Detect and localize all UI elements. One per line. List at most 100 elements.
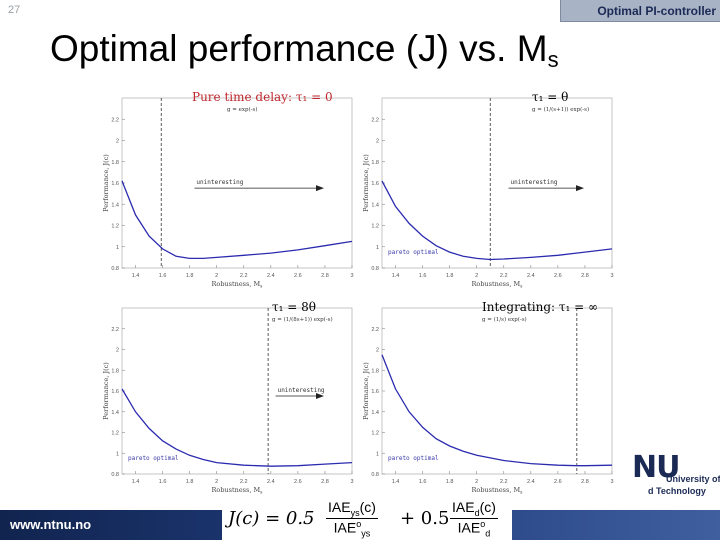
series-line-1 [381,180,613,261]
y-axis-label: Performance, J(c) [362,154,370,212]
x-tick-label: 2.8 [581,273,589,279]
panel-title: τ₁ = 8θ [272,300,316,314]
x-tick-label: 2.6 [294,479,302,485]
f2-num-arg: (c) [479,499,496,515]
x-tick-label: 2.4 [267,273,275,279]
cost-formula: J(c) = 0.5 IAEys(c) IAEoys + 0.5 IAEd(c)… [222,496,512,540]
y-tick-label: 2.2 [111,327,119,333]
panel-subtitle: g = (1/(8s+1)) exp(-s) [272,316,333,323]
y-axis-label: Performance, J(c) [102,362,110,420]
pareto-label: pareto optimal [388,249,439,256]
y-tick-label: 2 [116,348,119,354]
fraction-2-numerator: IAEd(c) [450,499,498,519]
y-tick-label: 2 [116,139,119,145]
x-tick-label: 2.8 [321,479,329,485]
x-tick-label: 1.6 [419,479,427,485]
y-tick-label: 1.8 [371,368,379,374]
f1-num-text: IAE [328,499,351,515]
y-tick-label: 2.2 [371,327,379,333]
x-tick-label: 2.2 [500,273,508,279]
x-tick-label: 1.6 [159,273,167,279]
x-tick-label: 2.2 [240,479,248,485]
x-tick-label: 1.8 [186,479,194,485]
fraction-2-denominator: IAEod [450,519,498,538]
chart-panel-4: 1.4 1.6 1.8 2 2.2 2.4 2.6 2.8 3 0.8 1 1.2 1.4 1.6 1.8 2… [362,300,614,496]
y-tick-label: 2 [376,139,379,145]
x-tick-label: 1.8 [446,273,454,279]
annotation-arrow-head [576,185,584,192]
x-tick-label: 2.2 [500,479,508,485]
panel-title: Integrating: τ₁ = ∞ [482,300,598,314]
y-tick-label: 1.6 [371,181,379,187]
logo-mark: NU [632,450,680,485]
y-tick-label: 2 [376,348,379,354]
f2-num-sub: d [474,507,480,518]
y-tick-label: 1 [376,451,379,457]
x-tick-label: 3 [350,273,353,279]
y-tick-label: 1.6 [111,389,119,395]
pareto-label: pareto optimal [128,455,179,462]
slide-title: Optimal performance (J) vs. Ms [50,28,559,73]
y-tick-label: 1.4 [371,410,379,416]
x-tick-label: 2.8 [581,479,589,485]
x-tick-label: 2 [475,479,478,485]
annotation-arrow-head [316,392,324,399]
logo-line-1: University of [666,474,720,484]
y-tick-label: 1.4 [111,202,119,208]
f2-den-sub: d [485,528,491,539]
y-tick-label: 1.8 [111,160,119,166]
x-tick-label: 2 [215,273,218,279]
f1-den-sup: o [356,518,362,529]
f2-den-sup: o [480,518,486,529]
x-axis-label: Robustness, Ms [472,280,524,290]
y-tick-label: 0.8 [371,472,379,478]
f1-den-sub: ys [361,528,371,539]
plot-frame [381,97,613,269]
y-tick-label: 2.2 [111,117,119,123]
chart-panel-1: 1.4 1.6 1.8 2 2.2 2.4 2.6 2.8 3 0.8 1 1.2 1.4 1.6 1.8 2… [102,90,354,290]
x-tick-label: 2.8 [321,273,329,279]
annotation-text: uninteresting [278,387,325,394]
series-line-1 [121,388,353,467]
y-tick-label: 1.6 [371,389,379,395]
y-tick-label: 1.2 [111,431,119,437]
plot-frame [121,307,353,475]
series-line-1 [381,354,613,467]
slide-number: 27 [8,4,21,16]
y-tick-label: 1.8 [111,368,119,374]
x-tick-label: 2 [475,273,478,279]
y-tick-label: 1.4 [111,410,119,416]
y-tick-label: 1 [376,245,379,251]
y-tick-label: 0.8 [111,472,119,478]
y-tick-label: 0.8 [111,266,119,272]
x-tick-label: 1.4 [392,479,400,485]
panel-title: Pure time delay: τ₁ = 0 [192,90,333,104]
f1-num-arg: (c) [359,499,376,515]
x-tick-label: 2.6 [554,273,562,279]
footer-url[interactable]: www.ntnu.no [10,517,92,532]
panel-subtitle: g = (1/(s+1)) exp(-s) [532,106,589,113]
x-tick-label: 1.4 [132,479,140,485]
slide-title-text: Optimal performance (J) vs. M [50,28,548,69]
fraction-1-denominator: IAEoys [326,519,378,538]
pareto-label: pareto optimal [388,455,439,462]
chart-panel-3: 1.4 1.6 1.8 2 2.2 2.4 2.6 2.8 3 0.8 1 1.2 1.4 1.6 1.8 2… [102,300,354,496]
formula-fraction-2: IAEd(c) IAEod [450,499,498,538]
x-tick-label: 1.6 [419,273,427,279]
x-tick-label: 2.4 [527,273,535,279]
fraction-1-numerator: IAEys(c) [326,499,378,519]
f2-num-text: IAE [452,499,475,515]
y-tick-label: 0.8 [371,266,379,272]
logo-line-2: d Technology [648,486,706,496]
x-tick-label: 2.2 [240,273,248,279]
x-tick-label: 1.8 [186,273,194,279]
ntnu-logo: NU University of d Technology [628,448,720,502]
y-tick-label: 1.2 [371,224,379,230]
y-tick-label: 2.2 [371,117,379,123]
f1-den-text: IAE [333,519,357,536]
formula-lhs: J(c) = 0.5 [228,508,315,529]
y-tick-label: 1.6 [111,181,119,187]
slide-title-subscript: s [547,47,559,72]
x-tick-label: 1.4 [132,273,140,279]
y-tick-label: 1.8 [371,160,379,166]
